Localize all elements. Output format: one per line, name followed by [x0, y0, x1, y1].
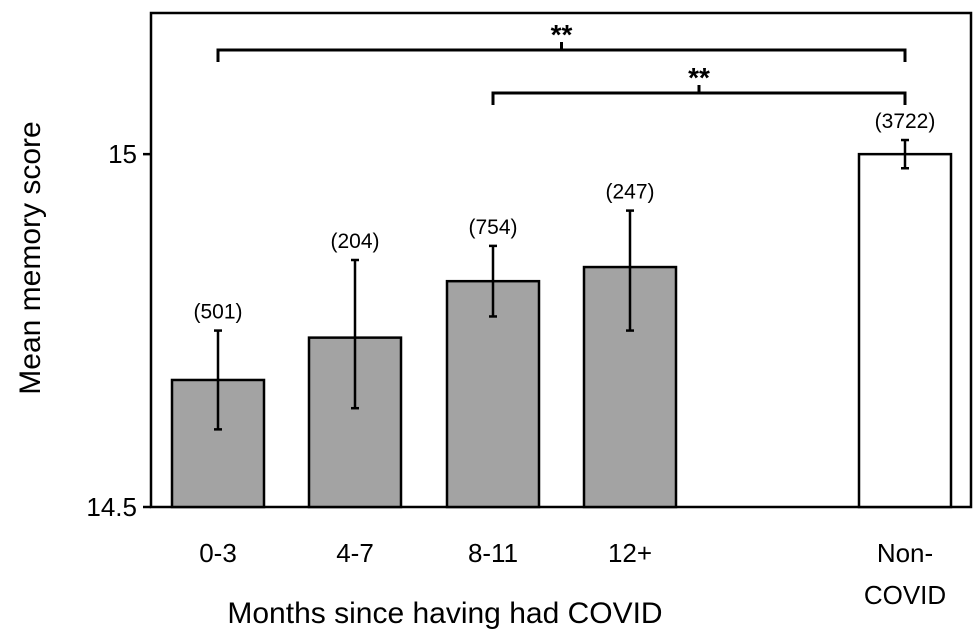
- sample-size-labels: (501) (204) (754) (247) (3722): [193, 110, 935, 324]
- y-tick-label: 15: [108, 139, 137, 169]
- significance-label: **: [688, 62, 710, 93]
- x-axis-ticks: 0-3 4-7 8-11 12+ Non- COVID: [199, 538, 946, 610]
- significance-bracket: [216, 42, 907, 62]
- bar-12-: [582, 265, 678, 509]
- x-axis-title: Months since having had COVID: [227, 597, 662, 630]
- significance-bracket: [491, 85, 907, 105]
- y-axis-title: Mean memory score: [14, 121, 47, 394]
- sample-size-label: (754): [468, 216, 517, 239]
- y-tick-label: 14.5: [86, 492, 137, 522]
- x-tick-label-line: 0-3: [199, 538, 237, 568]
- plot-frame: [149, 11, 973, 509]
- bar-non-covid: [857, 152, 953, 509]
- x-tick-label-line: 8-11: [468, 538, 518, 568]
- x-tick-label: 12+: [608, 538, 652, 568]
- plot-border: [149, 11, 973, 509]
- x-tick-label: 8-11: [468, 538, 518, 568]
- x-tick-label: 0-3: [199, 538, 237, 568]
- sample-size-label: (247): [605, 181, 654, 204]
- sample-size-label: (204): [330, 230, 379, 253]
- sample-size-label: (501): [193, 301, 242, 324]
- bars: [170, 152, 953, 509]
- x-tick-label-line: 12+: [608, 538, 652, 568]
- x-tick-label-line: 4-7: [336, 538, 374, 568]
- x-tick-label: Non- COVID: [864, 538, 946, 610]
- sample-size-label: (3722): [875, 110, 936, 133]
- x-tick-label-line: Non-: [877, 538, 933, 568]
- x-tick-label-line: COVID: [864, 580, 946, 610]
- significance-brackets: ** **: [216, 19, 907, 105]
- x-tick-label: 4-7: [336, 538, 374, 568]
- significance-label: **: [551, 19, 573, 50]
- y-axis-ticks: 14.5 15: [86, 139, 151, 522]
- error-bars: [214, 138, 909, 431]
